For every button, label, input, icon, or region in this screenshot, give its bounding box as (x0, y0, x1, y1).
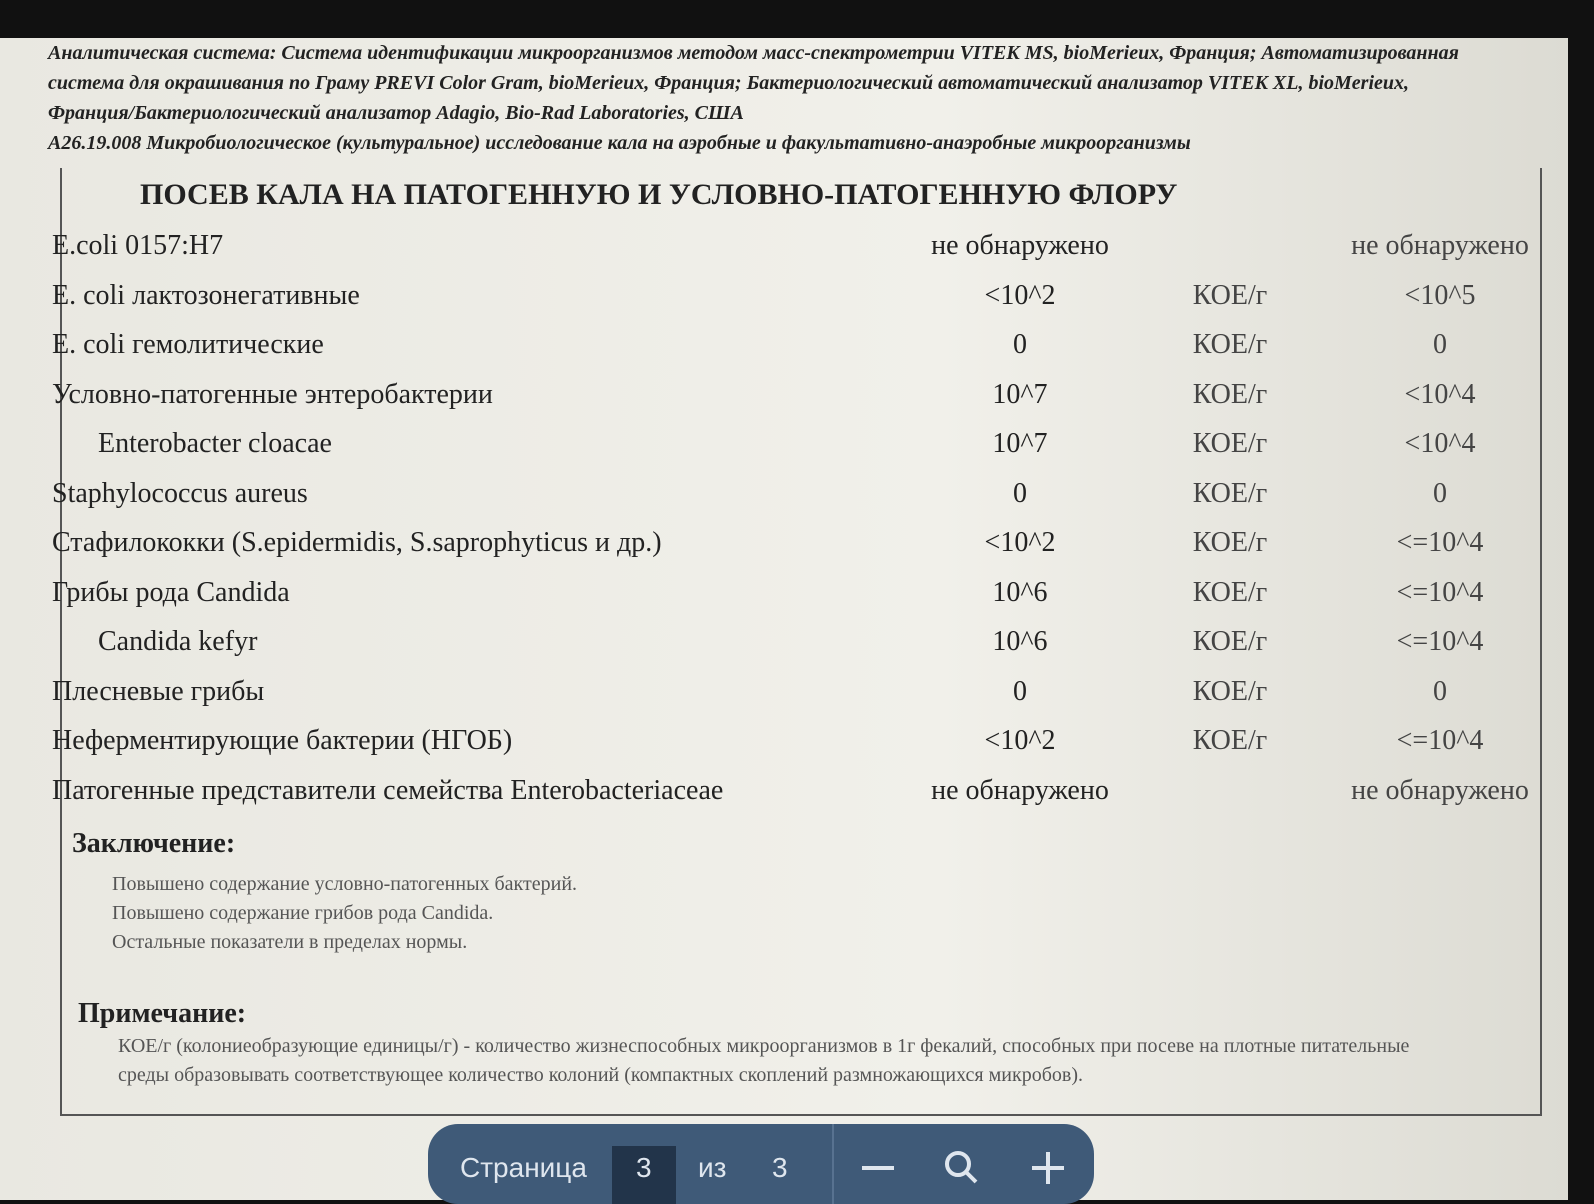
reference: <10^4 (1404, 428, 1476, 459)
pdf-page: Аналитическая система: Система идентифик… (0, 38, 1568, 1200)
unit: КОЕ/г (1192, 675, 1268, 707)
result-row: Плесневые грибы 0 КОЕ/г 0 (0, 676, 1568, 726)
reference: <=10^4 (1396, 527, 1484, 558)
result: 0 (1013, 329, 1027, 360)
note-text: КОЕ/г (колониеобразующие единицы/г) - ко… (118, 1035, 1410, 1086)
header-line: Аналитическая система: Система идентифик… (48, 42, 1459, 124)
total-pages: 3 (772, 1152, 788, 1183)
analyte: Патогенные представители семейства Enter… (52, 774, 724, 806)
unit: КОЕ/г (1192, 329, 1268, 360)
result: не обнаружено (931, 230, 1109, 261)
result-row: Грибы рода Candida 10^6 КОЕ/г <=10^4 (0, 577, 1568, 627)
reference: <=10^4 (1396, 626, 1484, 657)
divider (832, 1124, 834, 1204)
analyte: E. coli гемолитические (52, 329, 324, 360)
result: 10^7 (992, 428, 1048, 459)
note-label: Примечание: (78, 998, 247, 1029)
result: не обнаружено (931, 774, 1109, 806)
reference: <=10^4 (1396, 576, 1484, 608)
result-row: Staphylococcus aureus 0 КОЕ/г 0 (0, 478, 1568, 528)
result-row: Стафилококки (S.epidermidis, S.saprophyt… (0, 527, 1568, 577)
result-row: Candida kefyr 10^6 КОЕ/г <=10^4 (0, 626, 1568, 676)
conclusion-line: Повышено содержание условно-патогенных б… (112, 873, 578, 895)
result-row: E.coli 0157:H7 не обнаружено не обнаружено (0, 230, 1568, 280)
conclusion-label: Заключение: (72, 828, 236, 859)
zoom-fit[interactable] (945, 1151, 978, 1184)
result-row: Неферментирующие бактерии (НГОБ) <10^2 КОЕ… (0, 725, 1568, 775)
result: 10^7 (992, 378, 1048, 410)
result-row: E. coli лактозонегативные <10^2 КОЕ/г <10^5 (0, 280, 1568, 330)
page-input[interactable]: 3 (612, 1146, 676, 1204)
unit: КОЕ/г (1192, 378, 1268, 410)
reference: не обнаружено (1351, 774, 1529, 806)
result: 10^6 (992, 626, 1048, 657)
reference: <10^4 (1404, 378, 1476, 410)
conclusion-lines: Повышено содержание условно-патогенных б… (112, 870, 577, 957)
result: 0 (1013, 477, 1027, 509)
unit: КОЕ/г (1192, 527, 1268, 558)
analyte: E.coli 0157:H7 (52, 230, 224, 261)
report-title: ПОСЕВ КАЛА НА ПАТОГЕННУЮ И УСЛОВНО-ПАТОГ… (140, 178, 1178, 211)
header: Аналитическая система: Система идентифик… (48, 38, 1488, 158)
analyte: E. coli лактозонегативные (52, 279, 360, 311)
unit: КОЕ/г (1192, 279, 1268, 311)
analyte: Неферментирующие бактерии (НГОБ) (52, 725, 513, 756)
conclusion-line: Остальные показатели в пределах нормы. (112, 931, 468, 953)
analyte: Условно-патогенные энтеробактерии (52, 378, 493, 410)
reference: <10^5 (1404, 279, 1476, 311)
analyte: Candida kefyr (98, 626, 258, 657)
pdf-toolbar: Страница 3 из 3 (428, 1124, 1094, 1204)
result-row: E. coli гемолитические 0 КОЕ/г 0 (0, 329, 1568, 379)
analyte: Грибы рода Candida (52, 576, 290, 608)
zoom-controls (862, 1151, 1064, 1184)
analyte: Стафилококки (S.epidermidis, S.saprophyt… (52, 527, 662, 558)
result-row: Условно-патогенные энтеробактерии 10^7 КОЕ… (0, 379, 1568, 429)
unit: КОЕ/г (1192, 477, 1268, 509)
reference: <=10^4 (1396, 725, 1484, 756)
unit: КОЕ/г (1192, 428, 1268, 459)
unit: КОЕ/г (1192, 576, 1268, 608)
reference: 0 (1433, 675, 1447, 707)
analyte: Enterobacter cloacae (98, 428, 332, 459)
result: 0 (1013, 675, 1027, 707)
unit: КОЕ/г (1192, 626, 1268, 657)
unit: КОЕ/г (1192, 725, 1268, 756)
result: <10^2 (984, 725, 1056, 756)
result-row: Enterobacter cloacae 10^7 КОЕ/г <10^4 (0, 428, 1568, 478)
analyte: Staphylococcus aureus (52, 477, 308, 509)
analyte: Плесневые грибы (52, 675, 265, 707)
reference: 0 (1433, 329, 1447, 360)
reference: 0 (1433, 477, 1447, 509)
result: <10^2 (984, 279, 1056, 311)
result: <10^2 (984, 527, 1056, 558)
conclusion-line: Повышено содержание грибов рода Candida. (112, 902, 494, 924)
zoom-in[interactable] (1032, 1152, 1064, 1184)
report-frame (60, 168, 1542, 1116)
result: 10^6 (992, 576, 1048, 608)
reference: не обнаружено (1351, 230, 1529, 261)
of-label: из (698, 1152, 727, 1183)
result-row: Патогенные представители семейства Enter… (0, 775, 1568, 825)
page-label: Страница (460, 1152, 587, 1183)
header-line: A26.19.008 Микробиологическое (культурал… (48, 132, 1191, 154)
